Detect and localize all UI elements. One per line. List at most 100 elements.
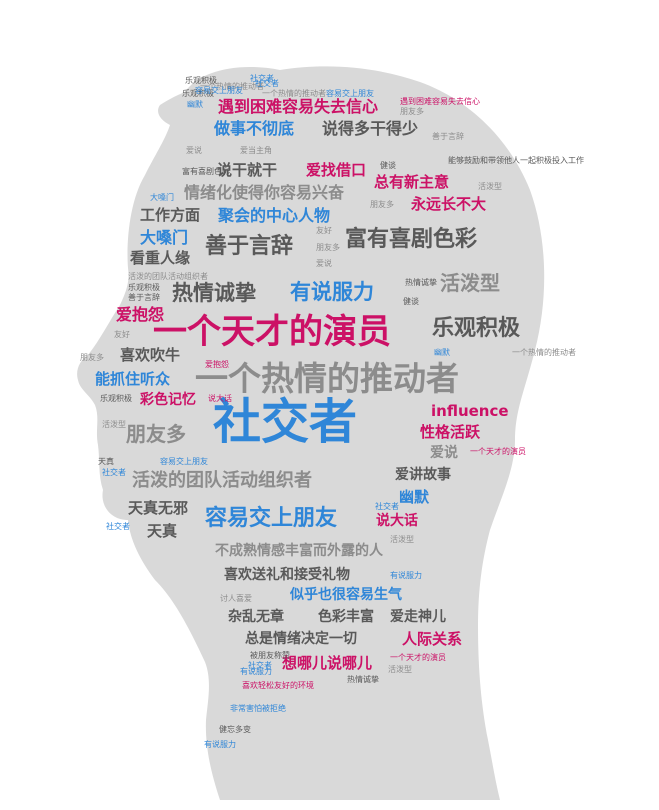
word-item: 容易交上朋友 (160, 457, 208, 466)
word-item: 天真 (98, 457, 114, 466)
word-item: 爱当主角 (240, 146, 272, 155)
word-item: 有说服力 (390, 571, 422, 580)
word-item: 喜欢吹牛 (120, 346, 181, 364)
word-item: 永远长不大 (411, 195, 487, 213)
word-item: 爱讲故事 (395, 467, 451, 483)
word-item: 容易交上朋友 (195, 86, 243, 95)
word-item: 健谈 (403, 297, 419, 306)
word-item: 朋友多 (126, 422, 186, 446)
word-item: 活泼的团队活动组织者 (132, 470, 312, 491)
word-item: 社交者 (106, 522, 130, 531)
word-item: 朋友多 (400, 107, 424, 116)
word-item: 大嗓门 (150, 193, 174, 202)
word-item: 讨人喜爱 (220, 594, 252, 603)
word-item: 总有新主意 (374, 173, 450, 191)
word-item: 健忘多变 (219, 725, 251, 734)
word-item: 能抓住听众 (95, 370, 171, 388)
word-item: 容易交上朋友 (205, 506, 338, 531)
word-item: 活泼的团队活动组织者 (128, 272, 208, 281)
word-item: 社交者 (375, 502, 399, 511)
word-item: 有说服力 (290, 280, 374, 304)
word-item: 善于言辞 (432, 132, 464, 141)
word-item: 热情诚挚 (347, 675, 379, 684)
word-item: 幽默 (434, 348, 450, 357)
word-item: 说大话 (376, 513, 418, 529)
word-item: 大嗓门 (140, 228, 189, 247)
word-item: 一个热情的推动者 (200, 82, 264, 91)
word-item: 色彩丰富 (318, 609, 374, 625)
word-item: 爱说 (186, 146, 202, 155)
word-item: 朋友多 (370, 200, 394, 209)
word-item: 遇到困难容易失去信心 (218, 97, 379, 116)
word-item: 一个热情的推动者 (262, 89, 326, 98)
word-item: 社交者 (102, 468, 126, 477)
word-item: 彩色记忆 (140, 392, 196, 408)
word-item: 非常害怕被拒绝 (230, 704, 286, 713)
word-item: 爱走神儿 (390, 609, 446, 625)
word-item: 活泼型 (388, 665, 412, 674)
word-item: 爱抱怨 (205, 360, 229, 369)
word-item: 说得多干得少 (322, 119, 419, 138)
word-item: 一个天才的演员 (390, 653, 446, 662)
word-item: 性格活跃 (420, 423, 481, 441)
word-item: 富有喜剧色彩 (345, 227, 478, 252)
word-item: 乐观积极 (128, 283, 160, 292)
word-item: 能够鼓励和带领他人一起积极投入工作 (448, 156, 584, 165)
word-item: 总是情绪决定一切 (245, 631, 357, 647)
word-item: 善于言辞 (128, 293, 160, 302)
word-item: 乐观积极 (432, 316, 521, 341)
word-item: 幽默 (399, 488, 430, 506)
word-item: 友好 (316, 226, 332, 235)
word-item: 有说服力 (240, 667, 272, 676)
word-item: 工作方面 (140, 206, 201, 224)
word-item: 聚会的中心人物 (218, 206, 331, 225)
word-item: 喜欢轻松友好的环境 (242, 681, 314, 690)
word-item: 乐观积极 (185, 76, 217, 85)
word-item: 有说服力 (204, 740, 236, 749)
word-item: 社交者 (255, 79, 279, 88)
word-item: 幽默 (187, 100, 203, 109)
word-item: 爱说 (316, 259, 332, 268)
head-profile-shape (77, 66, 545, 800)
word-item: 遇到困难容易失去信心 (400, 97, 480, 106)
word-item: 一个天才的演员 (153, 312, 391, 352)
word-item: 被朋友称赞 (250, 651, 290, 660)
word-item: 容易交上朋友 (326, 89, 374, 98)
word-item: 一个热情的推动者 (195, 359, 459, 398)
word-item: 社交者 (213, 394, 358, 450)
word-item: 说大话 (208, 394, 232, 403)
word-item: 一个天才的演员 (470, 447, 526, 456)
word-item: 情绪化使得你容易兴奋 (184, 183, 345, 202)
word-item: 一个热情的推动者 (512, 348, 576, 357)
word-item: 朋友多 (80, 353, 104, 362)
word-item: 热情诚挚 (405, 278, 437, 287)
word-item: 善于言辞 (205, 234, 294, 259)
word-item: 富有喜剧色彩 (182, 167, 230, 176)
word-item: 热情诚挚 (172, 281, 256, 305)
word-item: 活泼型 (102, 420, 126, 429)
word-item: 看重人缘 (130, 249, 191, 267)
word-item: 活泼型 (390, 535, 414, 544)
word-item: 活泼型 (440, 271, 500, 295)
word-item: 社交者 (248, 661, 272, 670)
word-item: 天真 (147, 522, 178, 540)
word-item: 说干就干 (217, 161, 278, 179)
word-item: 爱说 (430, 445, 458, 461)
word-item: 喜欢送礼和接受礼物 (224, 567, 350, 583)
word-item: 杂乱无章 (228, 609, 284, 625)
word-item: 友好 (114, 330, 130, 339)
word-item: 朋友多 (316, 243, 340, 252)
word-item: 人际关系 (402, 630, 463, 648)
word-item: 健谈 (380, 161, 396, 170)
word-item: 不成熟情感丰富而外露的人 (215, 543, 383, 559)
word-item: 天真无邪 (128, 499, 189, 517)
word-item: 乐观积极 (182, 89, 214, 98)
word-item: 爱找借口 (306, 161, 367, 179)
word-item: influence (431, 402, 509, 420)
word-item: 社交者 (250, 74, 274, 83)
word-item: 想哪儿说哪儿 (282, 654, 373, 672)
word-item: 乐观积极 (100, 394, 132, 403)
word-item: 活泼型 (478, 182, 502, 191)
